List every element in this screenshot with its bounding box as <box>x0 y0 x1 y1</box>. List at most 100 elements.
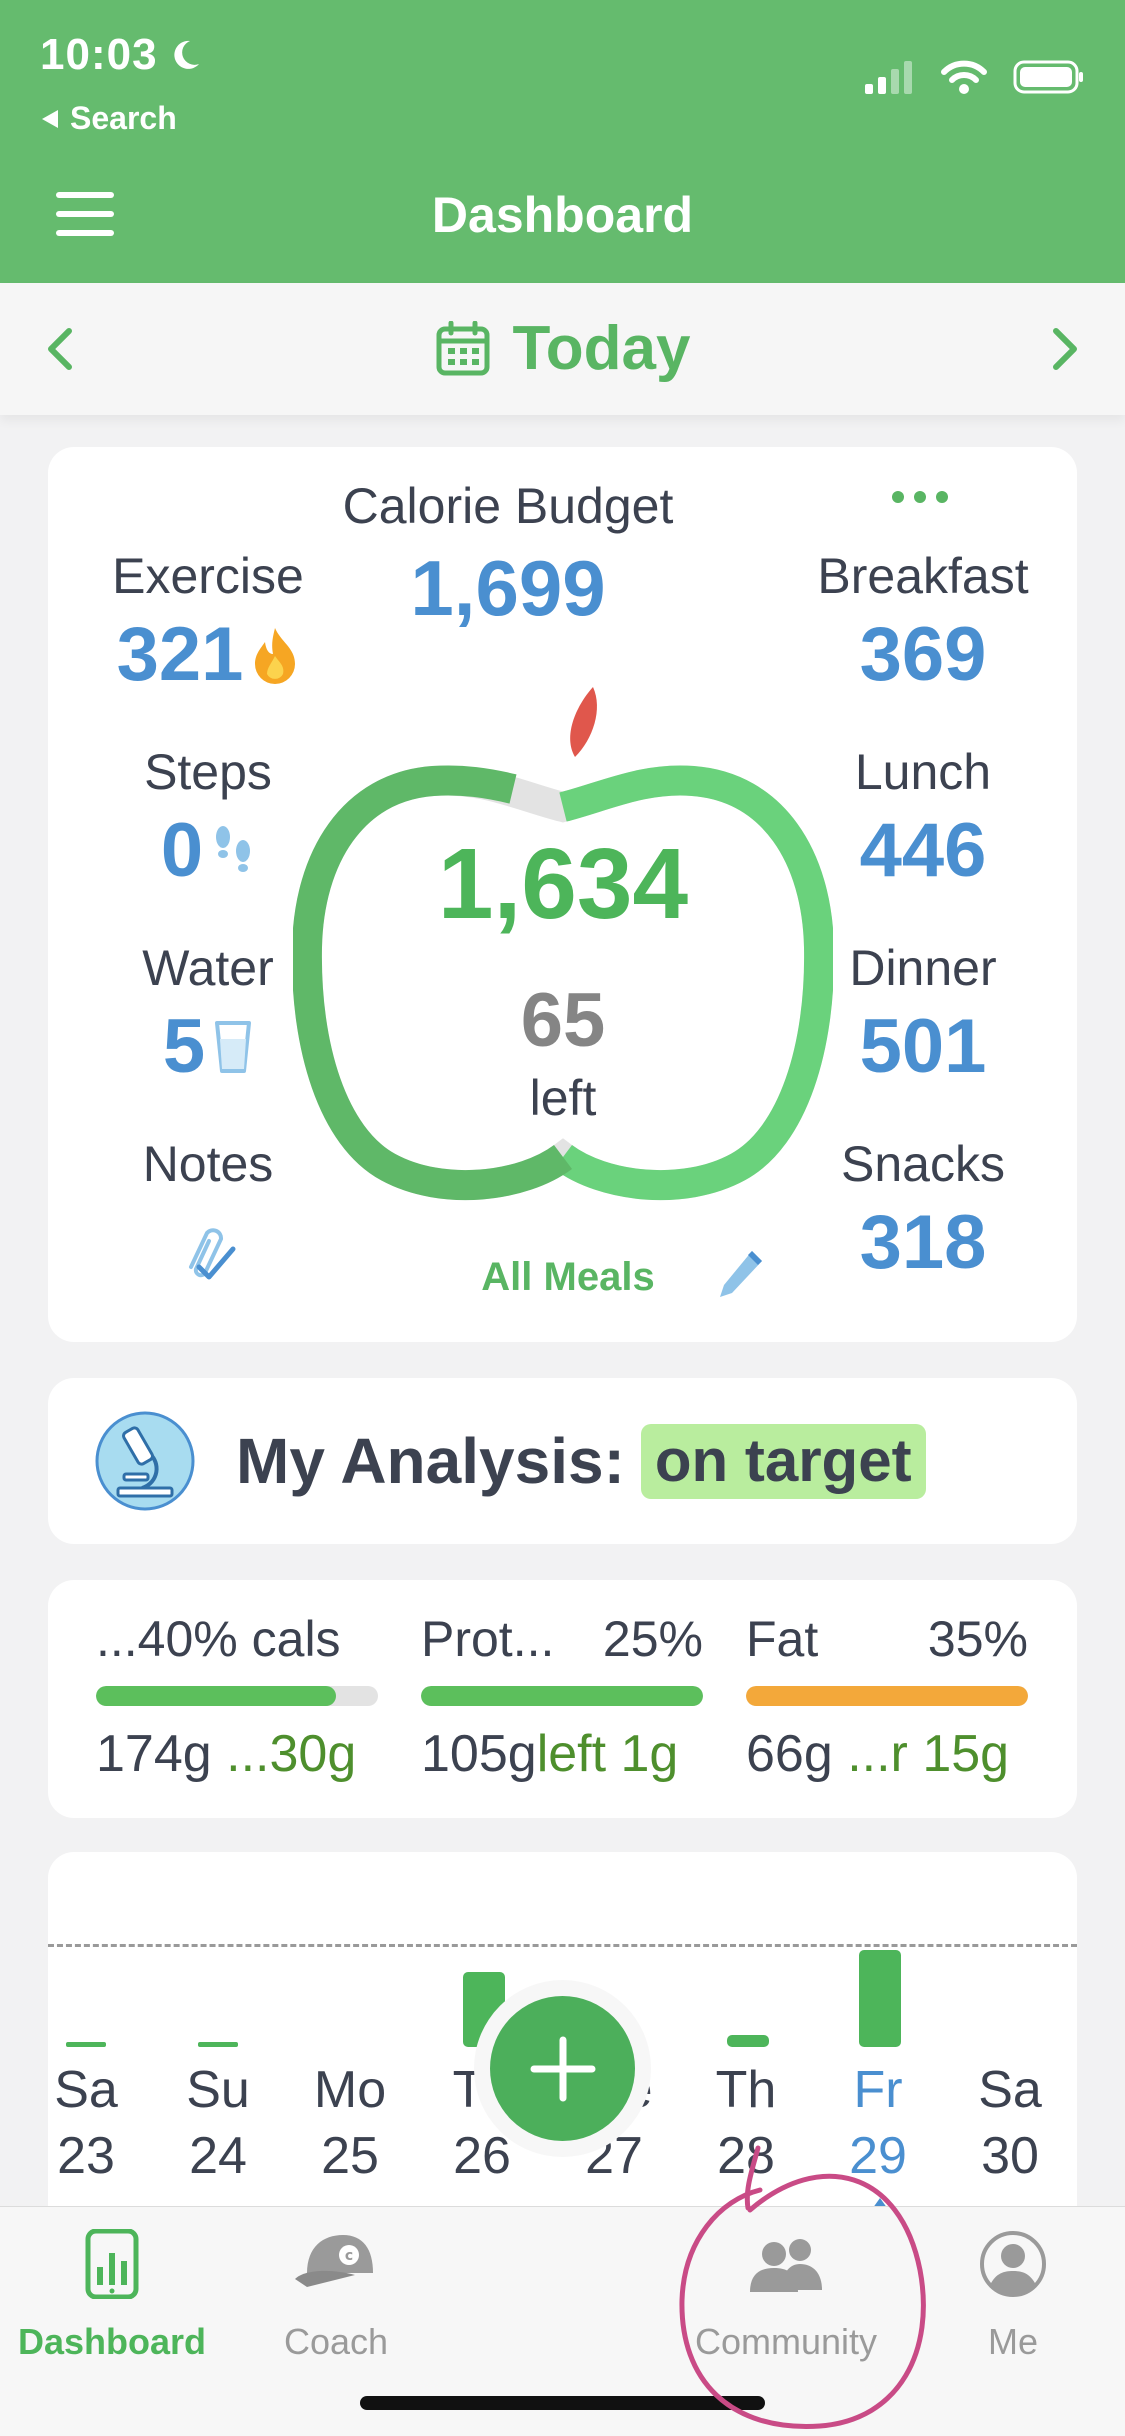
dinner-stat[interactable]: Dinner 501 <box>763 939 1083 1090</box>
tab-community[interactable]: Community <box>676 2221 896 2363</box>
tab-me[interactable]: Me <box>903 2221 1123 2363</box>
tab-label: Me <box>987 2321 1038 2362</box>
day-bar-su-24 <box>198 2042 238 2047</box>
macro-remaining: ...30g <box>226 1725 357 1783</box>
snacks-stat[interactable]: Snacks 318 <box>763 1135 1083 1286</box>
day-name: Su <box>186 2061 250 2119</box>
dinner-value: 501 <box>859 1004 987 1089</box>
back-triangle-icon <box>42 109 58 128</box>
day-sa-30[interactable]: Sa 30 <box>950 2060 1070 2186</box>
budget-dashed-line <box>48 1944 1077 1947</box>
calorie-summary-card: Calorie Budget 1,699 Exercise 321 Steps … <box>48 447 1077 1342</box>
water-stat[interactable]: Water 5 <box>48 939 368 1090</box>
add-entry-button[interactable] <box>490 1996 635 2141</box>
menu-button[interactable] <box>56 192 114 236</box>
steps-value: 0 <box>160 808 204 893</box>
apple-leaf <box>570 687 597 757</box>
macro-percent: 25% <box>602 1611 703 1667</box>
macro-fat[interactable]: Fat 35% 66g ...r 15g <box>746 1610 1028 1784</box>
all-meals-link[interactable]: All Meals <box>481 1255 655 1299</box>
macro-percent: 35% <box>927 1611 1028 1667</box>
page-title: Dashboard <box>431 187 694 243</box>
status-time: 10:03 <box>40 30 202 80</box>
date-label: Today <box>512 314 691 383</box>
macros-card[interactable]: ...40% cals 174g ...30g Prot... 25% 105g… <box>48 1580 1077 1818</box>
day-fr-29[interactable]: Fr 29 <box>818 2060 938 2186</box>
calorie-budget-value[interactable]: 1,699 <box>410 544 606 632</box>
menu-line <box>56 192 114 198</box>
macro-amount: 105g <box>421 1725 537 1783</box>
analysis-card[interactable]: My Analysis: on target <box>48 1378 1077 1544</box>
microscope-icon <box>95 1411 195 1511</box>
tab-label: Dashboard <box>17 2321 207 2362</box>
notes-stat[interactable]: Notes <box>48 1135 368 1285</box>
day-name: Fr <box>853 2061 903 2119</box>
notes-icon-row <box>48 1223 368 1285</box>
water-label: Water <box>142 940 274 996</box>
steps-value-row: 0 <box>48 807 368 894</box>
day-bar-tu-26 <box>463 1972 505 2047</box>
exercise-stat[interactable]: Exercise 321 <box>48 547 368 698</box>
calories-left-label: left <box>529 1070 597 1126</box>
pencil-edit-icon[interactable] <box>716 1247 766 1303</box>
date-picker[interactable]: Today <box>0 313 1125 384</box>
paperclip-check-icon <box>189 1228 236 1280</box>
back-to-search[interactable]: Search <box>40 100 177 137</box>
tab-dashboard[interactable]: Dashboard <box>2 2221 222 2363</box>
day-mo-25[interactable]: Mo 25 <box>290 2060 410 2186</box>
day-th-28[interactable]: Th 28 <box>686 2060 806 2186</box>
water-value-row: 5 <box>48 1003 368 1090</box>
calories-eaten-value: 1,634 <box>437 828 689 940</box>
macro-protein[interactable]: Prot... 25% 105gleft 1g <box>421 1610 703 1784</box>
date-navigator: Today <box>0 283 1125 415</box>
macro-footer: 105gleft 1g <box>421 1724 703 1784</box>
menu-line <box>56 211 114 217</box>
macro-amount: 66g <box>746 1725 833 1783</box>
lunch-stat[interactable]: Lunch 446 <box>763 743 1083 894</box>
macro-name: Fat <box>746 1611 819 1667</box>
day-bar-th-28 <box>727 2035 769 2047</box>
macro-progress-fill <box>746 1686 1028 1706</box>
breakfast-stat[interactable]: Breakfast 369 <box>763 547 1083 698</box>
previous-day-button[interactable] <box>30 319 90 379</box>
chevron-right-icon <box>1053 328 1077 370</box>
community-people-icon <box>750 2239 822 2292</box>
tab-icon-wrap: c <box>226 2221 446 2307</box>
next-day-button[interactable] <box>1035 319 1095 379</box>
day-name: Sa <box>54 2061 118 2119</box>
day-bar-sa-23 <box>66 2042 106 2047</box>
lunch-value: 446 <box>859 808 987 893</box>
breakfast-label: Breakfast <box>817 548 1029 604</box>
macro-remaining: ...r 15g <box>847 1725 1010 1783</box>
macro-header: Prot... 25% <box>421 1610 703 1668</box>
calorie-apple-ring[interactable] <box>293 647 833 1207</box>
home-indicator <box>360 2396 765 2410</box>
more-options-icon[interactable] <box>890 489 950 505</box>
app-header: 10:03 Search Dashboard <box>0 0 1125 283</box>
day-sa-23[interactable]: Sa 23 <box>26 2060 146 2186</box>
macro-name: ...40% cals <box>96 1611 341 1667</box>
apple-ring-progress-right <box>554 765 833 1201</box>
steps-stat[interactable]: Steps 0 <box>48 743 368 894</box>
analysis-status-badge: on target <box>640 1423 926 1499</box>
tab-label: Coach <box>283 2321 389 2362</box>
macro-remaining: left 1g <box>536 1725 679 1783</box>
tab-coach[interactable]: c Coach <box>226 2221 446 2363</box>
macro-amount: 174g <box>96 1725 212 1783</box>
moon-icon <box>173 40 199 69</box>
macro-progress-bar <box>746 1686 1028 1706</box>
macro-carbs[interactable]: ...40% cals 174g ...30g <box>96 1610 378 1784</box>
chevron-left-icon <box>48 328 72 370</box>
wifi-icon <box>941 60 987 94</box>
day-name: Mo <box>313 2061 387 2119</box>
macro-name: Prot... <box>421 1611 555 1667</box>
exercise-value-row: 321 <box>48 611 368 698</box>
apple-ring-progress-left <box>293 765 572 1201</box>
water-value: 5 <box>162 1004 206 1089</box>
day-number: 30 <box>981 2127 1039 2185</box>
macro-progress-bar <box>96 1686 378 1706</box>
day-su-24[interactable]: Su 24 <box>158 2060 278 2186</box>
footprints-icon <box>216 825 251 872</box>
day-name: Th <box>715 2061 777 2119</box>
calorie-budget-label: Calorie Budget <box>342 478 674 534</box>
